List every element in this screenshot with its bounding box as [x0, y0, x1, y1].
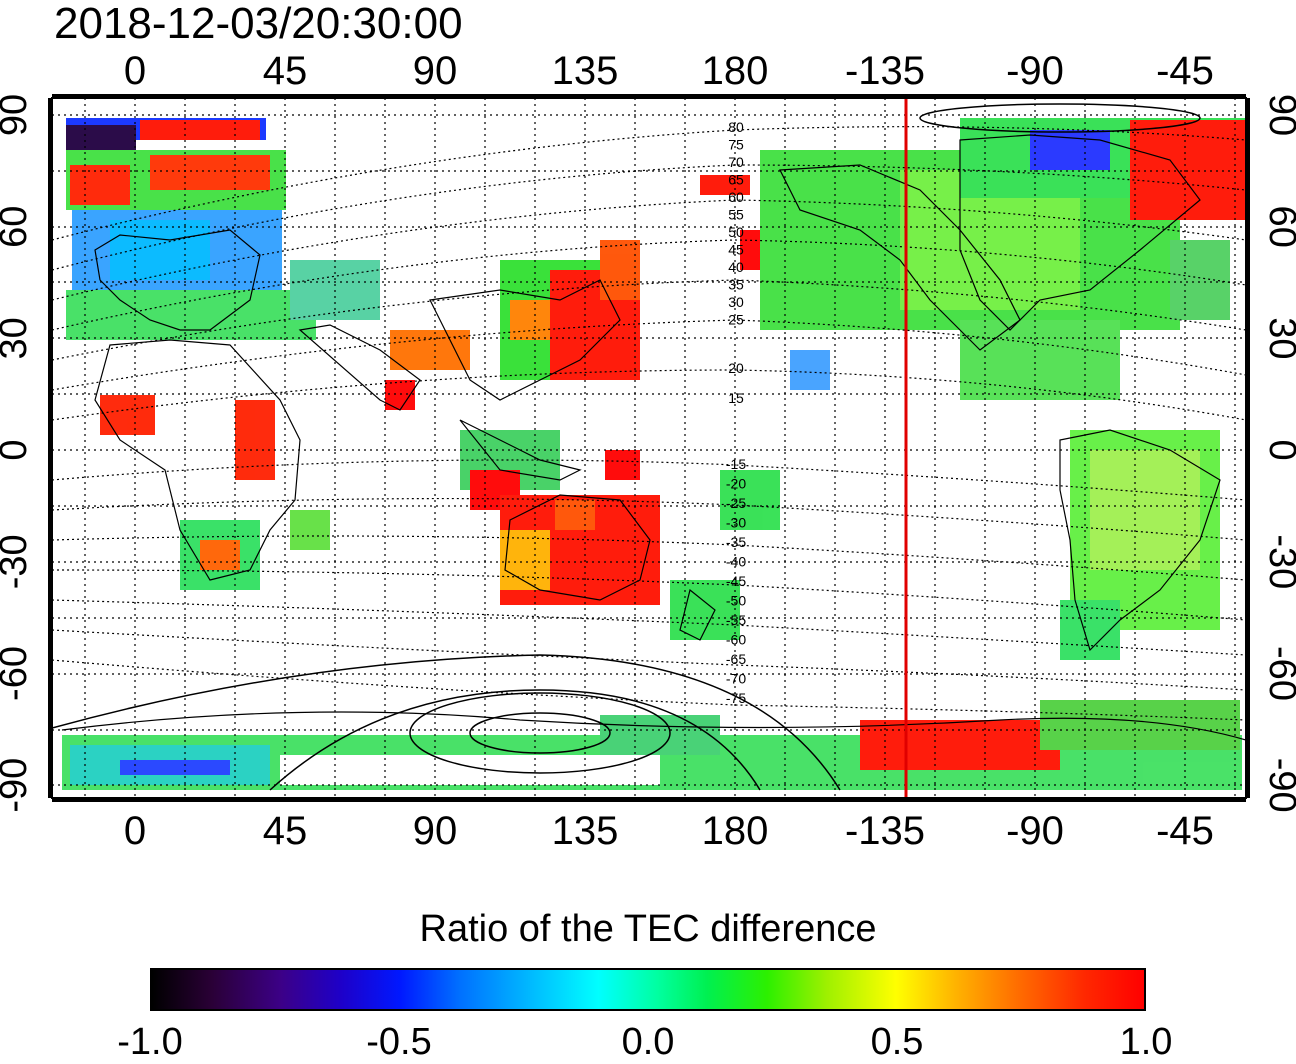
left-lat-label: 0: [0, 440, 35, 461]
top-lon-label: 0: [124, 49, 146, 93]
mag-lat-label: -40: [726, 554, 746, 570]
bottom-lon-label: 180: [702, 809, 769, 853]
tec-data-layer: [62, 118, 1246, 790]
mag-lat-label: -25: [726, 495, 746, 511]
top-lon-label: -90: [1006, 49, 1064, 93]
right-lat-label: 60: [1261, 206, 1296, 248]
colorbar-tick-label: 1.0: [1119, 1021, 1173, 1063]
bottom-lon-label: -45: [1156, 809, 1214, 853]
colorbar: [150, 968, 1146, 1011]
mag-lat-label: -75: [726, 690, 746, 706]
magnetic-pole-ovals: [52, 103, 1201, 791]
top-lon-label: 135: [552, 49, 619, 93]
bottom-lon-label: -90: [1006, 809, 1064, 853]
bottom-lon-label: 135: [552, 809, 619, 853]
right-lat-label: 30: [1261, 317, 1296, 359]
mag-lat-label: -45: [726, 573, 746, 589]
top-lon-label: 180: [702, 49, 769, 93]
timestamp-label: 2018-12-03/20:30:00: [54, 0, 463, 48]
mag-lat-label: -30: [726, 515, 746, 531]
right-lat-label: -30: [1261, 534, 1296, 589]
left-lat-label: 60: [0, 206, 35, 248]
right-lat-label: -90: [1261, 758, 1296, 813]
graticule: [52, 98, 1246, 798]
mag-lat-label: 15: [728, 390, 744, 406]
mag-lat-label: -70: [726, 671, 746, 687]
mag-lat-label: -35: [726, 534, 746, 550]
mag-lat-label: 35: [728, 277, 744, 293]
right-lat-label: -60: [1261, 646, 1296, 701]
right-lat-label: 0: [1261, 440, 1296, 461]
bottom-longitude-labels: 0 45 90 135 180 -135 -90 -45: [124, 809, 1214, 853]
mag-lat-label: -55: [726, 612, 746, 628]
axis-frame-marks: [48, 94, 1250, 802]
mag-lat-label: 25: [728, 312, 744, 328]
mag-lat-label: -50: [726, 593, 746, 609]
mag-lat-label: 80: [728, 119, 744, 135]
bottom-lon-label: 90: [413, 809, 458, 853]
mag-lat-label: -60: [726, 632, 746, 648]
top-lon-label: 45: [263, 49, 308, 93]
left-lat-label: -60: [0, 646, 35, 701]
mag-lat-label: 75: [728, 137, 744, 153]
colorbar-tick-label: 0.0: [621, 1021, 675, 1063]
colorbar-title: Ratio of the TEC difference: [419, 908, 877, 950]
mag-lat-label: -65: [726, 651, 746, 667]
top-lon-label: -135: [845, 49, 925, 93]
mag-lat-label: 55: [728, 207, 744, 223]
top-lon-label: -45: [1156, 49, 1214, 93]
colorbar-tick-label: 0.5: [870, 1021, 924, 1063]
left-lat-label: -30: [0, 534, 35, 589]
bottom-lon-label: 0: [124, 809, 146, 853]
colorbar-tick-label: -0.5: [366, 1021, 432, 1063]
left-lat-label: -90: [0, 758, 35, 813]
left-latitude-labels: 90 60 30 0 -30 -60 -90: [0, 94, 35, 813]
magnetic-latitude-labels-south: -15 -20 -25 -30 -35 -40 -45 -50 -55 -60 -65 -70 -75: [726, 456, 746, 706]
mag-lat-label: -20: [726, 476, 746, 492]
right-lat-label: 90: [1261, 94, 1296, 136]
bottom-lon-label: -135: [845, 809, 925, 853]
bottom-lon-label: 45: [263, 809, 308, 853]
colorbar-tick-label: -1.0: [117, 1021, 183, 1063]
coastlines: [61, 134, 1246, 741]
top-longitude-labels: 0 45 90 135 180 -135 -90 -45: [124, 49, 1214, 93]
mag-lat-label: 30: [728, 294, 744, 310]
left-lat-label: 90: [0, 94, 35, 136]
mag-lat-label: 50: [728, 224, 744, 240]
mag-lat-label: 65: [728, 172, 744, 188]
mag-lat-label: 40: [728, 259, 744, 275]
left-lat-label: 30: [0, 317, 35, 359]
mag-lat-label: -15: [726, 456, 746, 472]
mag-lat-label: 70: [728, 154, 744, 170]
mag-lat-label: 45: [728, 242, 744, 258]
mag-lat-label: 60: [728, 189, 744, 205]
top-lon-label: 90: [413, 49, 458, 93]
mag-lat-label: 20: [728, 360, 744, 376]
right-latitude-labels: 90 60 30 0 -30 -60 -90: [1261, 94, 1296, 813]
